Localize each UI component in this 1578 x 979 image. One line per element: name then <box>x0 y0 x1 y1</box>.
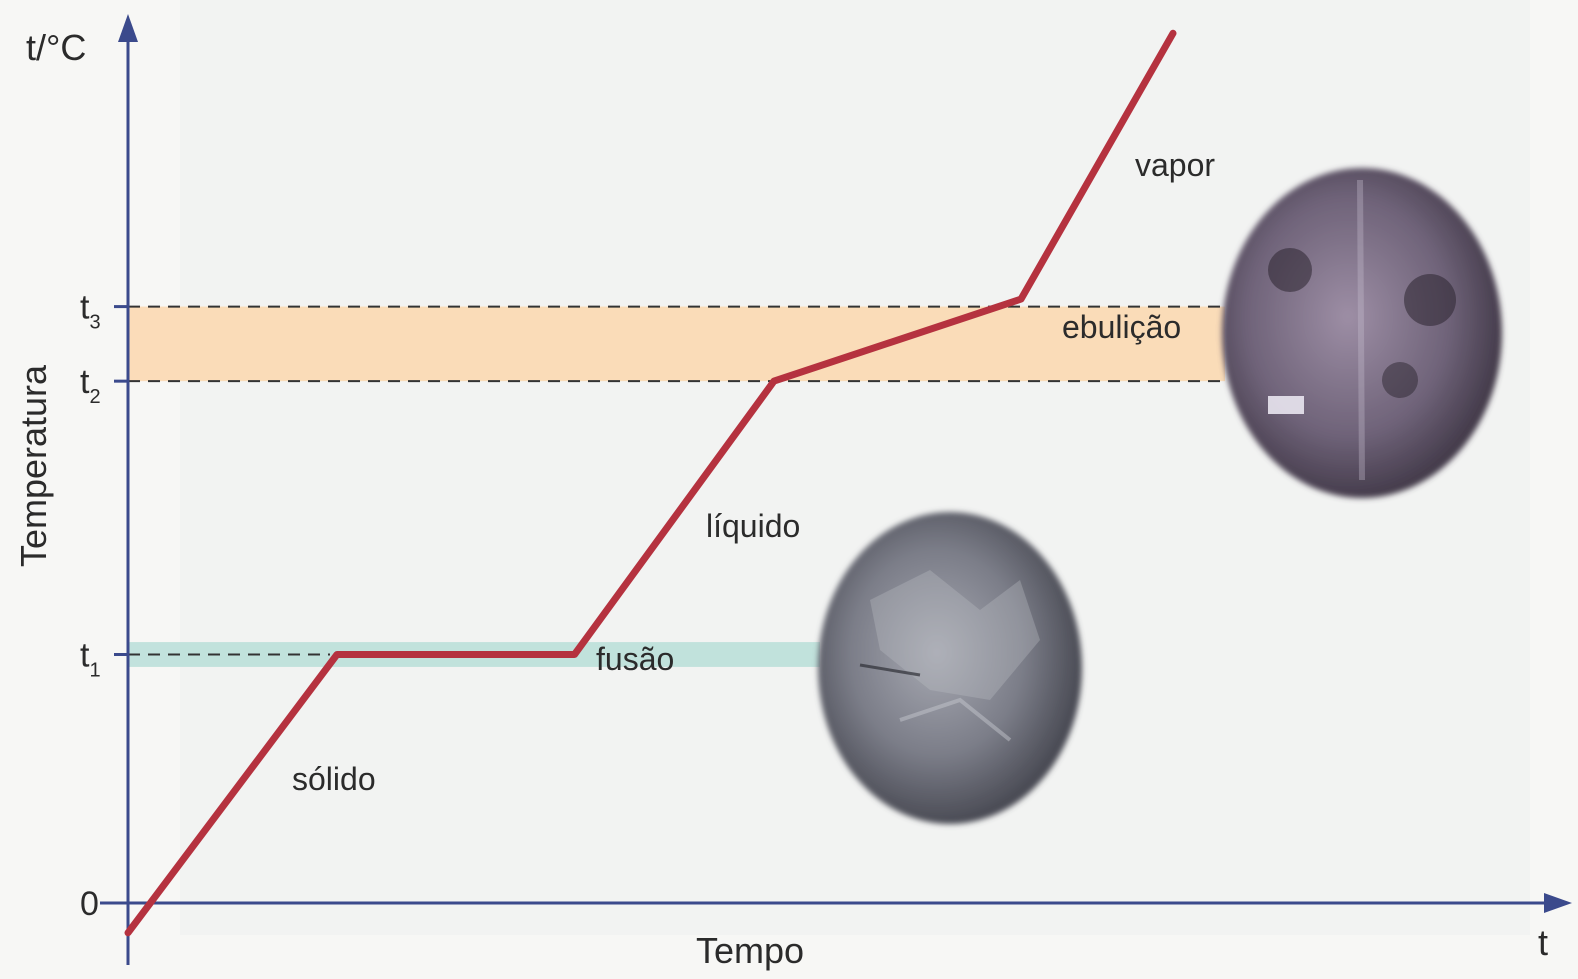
guide-lines <box>128 305 1225 656</box>
phase-label-vapor: vapor <box>1135 147 1215 183</box>
y-axis-symbol: t/°C <box>26 27 86 68</box>
phase-label-solido: sólido <box>292 761 376 797</box>
melting-ice-photo <box>818 512 1082 824</box>
axes <box>100 14 1572 965</box>
series <box>124 29 1177 937</box>
y-axis-arrow <box>118 14 138 42</box>
y-tick-label: t3 <box>80 289 101 334</box>
boiling-water-photo <box>1222 168 1502 498</box>
heating-curve-line <box>124 29 1177 937</box>
phase-label-liquido: líquido <box>706 508 800 544</box>
x-axis-label: Tempo <box>696 930 804 971</box>
x-axis-symbol: t <box>1538 922 1548 963</box>
y-tick-label: t2 <box>80 363 101 408</box>
y-tick-label: t1 <box>80 637 101 682</box>
y-tick-label: 0 <box>80 885 99 923</box>
x-axis-arrow <box>1544 893 1572 913</box>
y-ticks: 0 t1 t2 t3 <box>80 289 128 923</box>
phase-label-fusao: fusão <box>596 641 674 677</box>
band-ebulicao <box>128 306 1225 382</box>
y-axis-label: Temperatura <box>13 364 54 567</box>
phase-label-ebulicao: ebulição <box>1062 309 1181 345</box>
